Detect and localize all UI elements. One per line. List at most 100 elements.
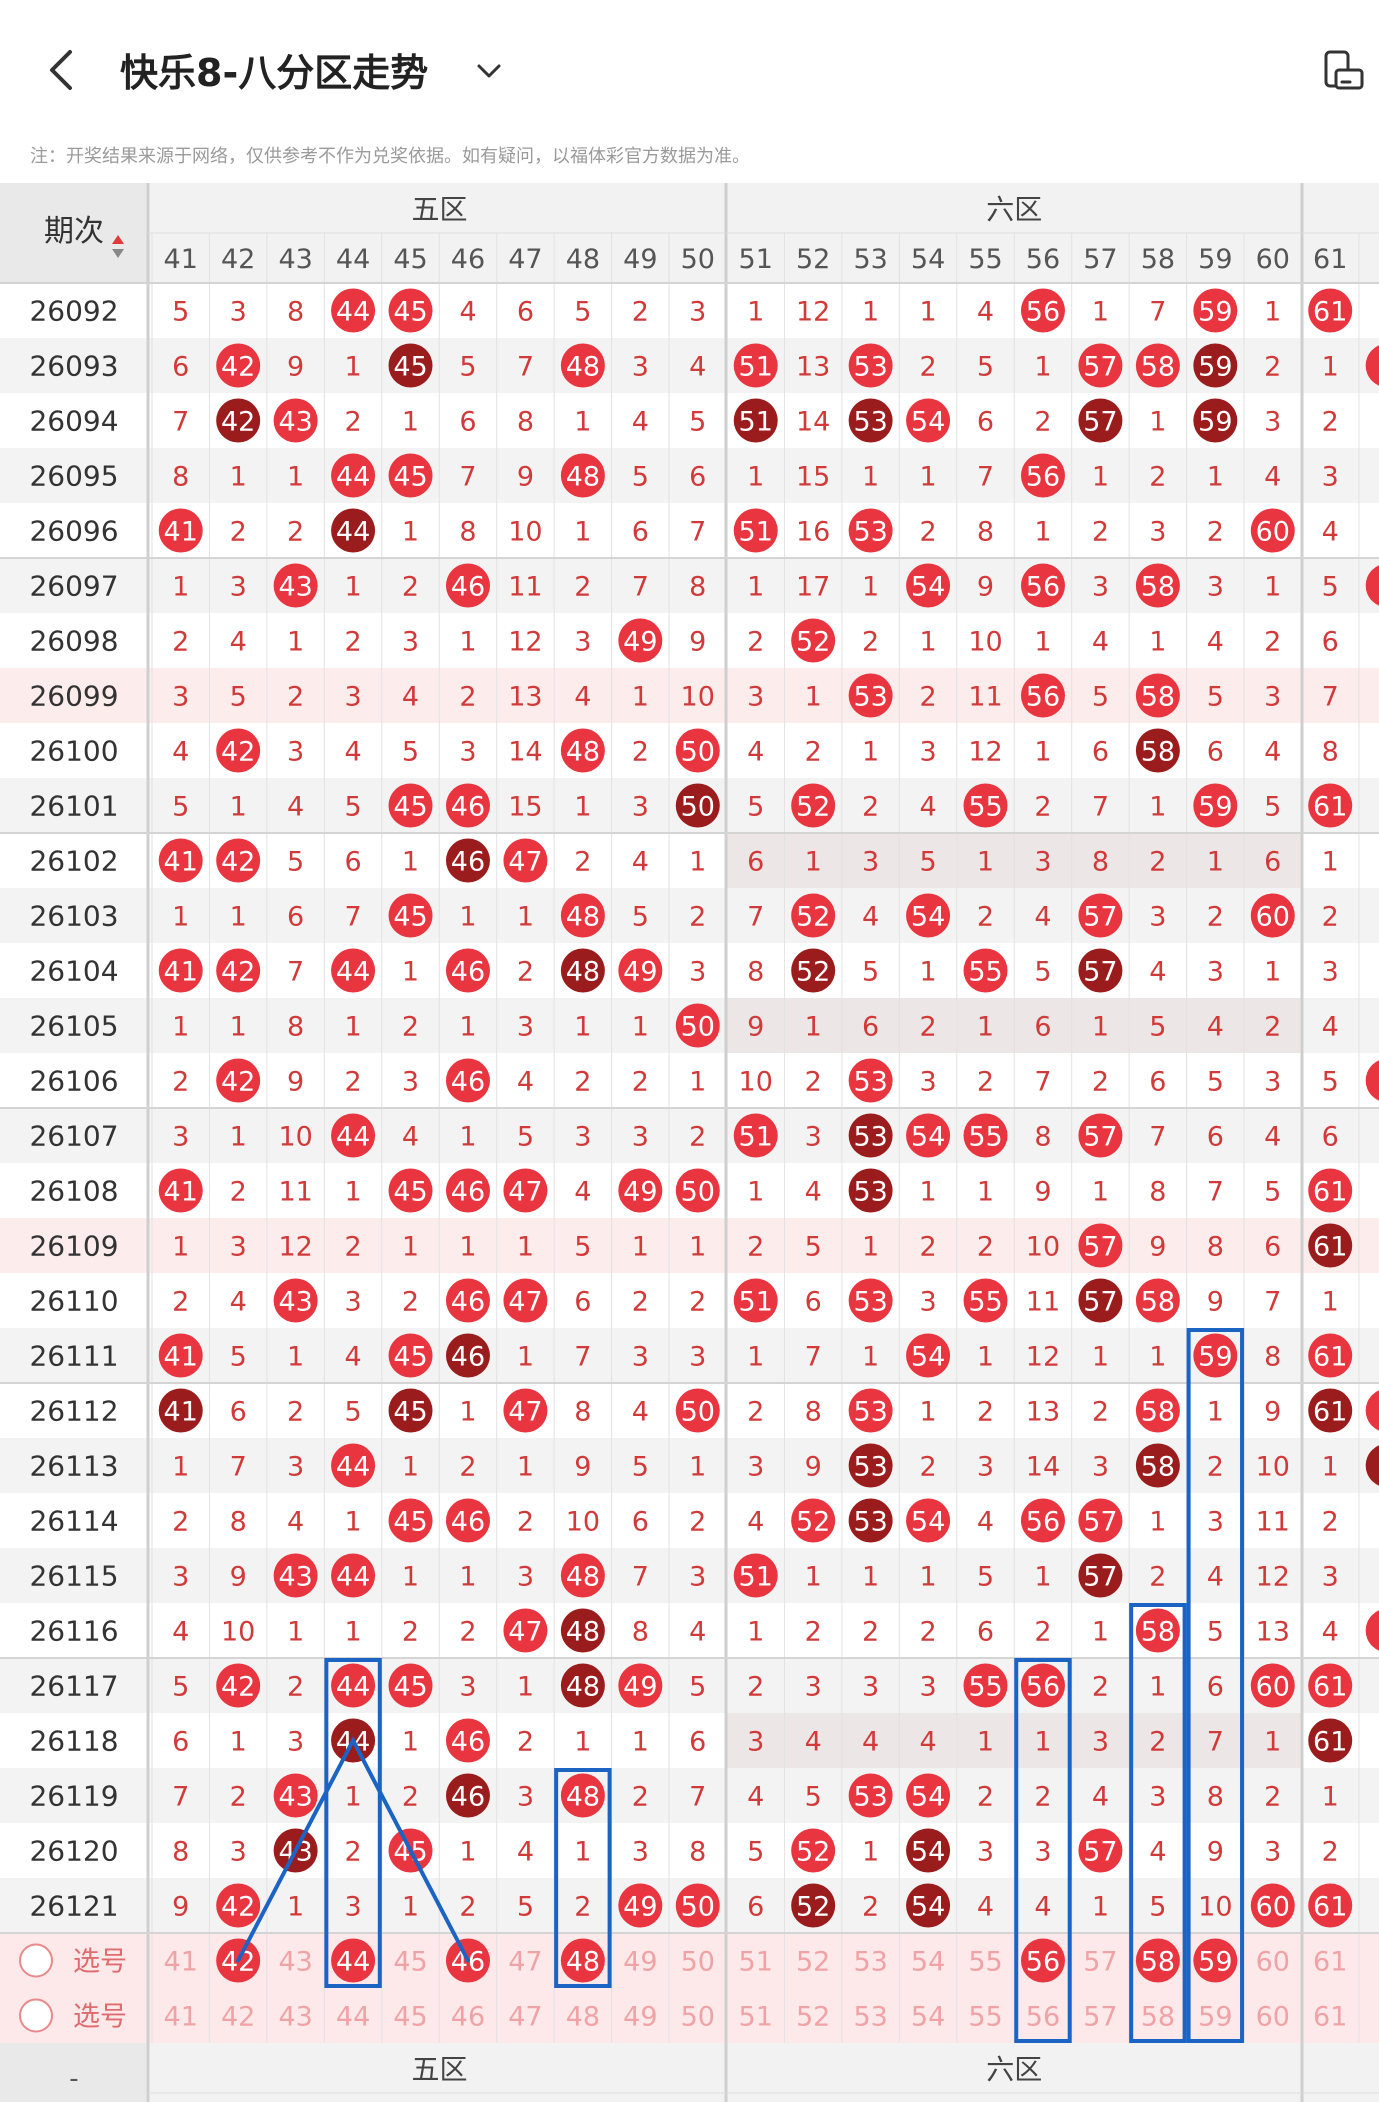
repeat-draw-ball (906, 1828, 951, 1873)
select-number[interactable]: 49 (623, 1947, 657, 1978)
select-number[interactable]: 43 (278, 2002, 312, 2033)
select-number[interactable]: 55 (968, 2002, 1002, 2033)
missing-count: 7 (1207, 1727, 1224, 1758)
select-number[interactable]: 59 (1198, 1947, 1232, 1978)
ball-number: 53 (853, 1507, 887, 1538)
ball-number: 44 (336, 1672, 370, 1703)
column-number: 51 (739, 244, 773, 275)
select-number[interactable]: 49 (623, 2002, 657, 2033)
select-row-label[interactable]: 选号 (73, 1947, 127, 1978)
missing-count: 2 (517, 1507, 534, 1538)
missing-count: 16 (796, 517, 830, 548)
missing-count: 6 (977, 1617, 994, 1648)
draw-ball (560, 1773, 605, 1818)
draw-ball (675, 1003, 720, 1048)
rotate-screen-button[interactable] (1320, 48, 1366, 94)
title-dropdown-button[interactable] (474, 50, 504, 90)
missing-count: 14 (508, 737, 542, 768)
select-number[interactable]: 57 (1083, 2002, 1117, 2033)
select-number[interactable]: 47 (508, 1947, 542, 1978)
select-number[interactable]: 48 (566, 1947, 600, 1978)
select-number[interactable]: 52 (796, 1947, 830, 1978)
ball-number: 44 (336, 1562, 370, 1593)
missing-count: 1 (1149, 627, 1166, 658)
missing-count: 8 (977, 517, 994, 548)
missing-count: 5 (1322, 1067, 1339, 1098)
ball-number: 44 (336, 1452, 370, 1483)
period-number: 26121 (29, 1890, 118, 1923)
select-number[interactable]: 50 (681, 1947, 715, 1978)
select-number[interactable]: 47 (508, 2002, 542, 2033)
select-number[interactable]: 51 (739, 2002, 773, 2033)
select-number[interactable]: 41 (164, 1947, 198, 1978)
sort-arrows-icon[interactable] (112, 235, 124, 258)
missing-count: 3 (919, 1672, 936, 1703)
selected-number-ball[interactable] (560, 1938, 605, 1983)
column-number: 59 (1198, 244, 1232, 275)
select-number[interactable]: 60 (1256, 1947, 1290, 1978)
draw-ball (848, 508, 893, 553)
back-button[interactable] (42, 44, 82, 96)
draw-ball (216, 1883, 261, 1928)
select-number[interactable]: 55 (968, 1947, 1002, 1978)
missing-count: 1 (459, 1012, 476, 1043)
selected-number-ball[interactable] (331, 1938, 376, 1983)
select-number[interactable]: 57 (1083, 1947, 1117, 1978)
select-number[interactable]: 45 (393, 1947, 427, 1978)
select-number[interactable]: 56 (1026, 1947, 1060, 1978)
missing-count: 5 (747, 1837, 764, 1868)
select-number[interactable]: 46 (451, 2002, 485, 2033)
missing-count: 7 (574, 1342, 591, 1373)
select-number[interactable]: 54 (911, 2002, 945, 2033)
missing-count: 3 (1264, 1067, 1281, 1098)
missing-count: 10 (681, 682, 715, 713)
missing-count: 2 (1322, 407, 1339, 438)
select-number[interactable]: 54 (911, 1947, 945, 1978)
missing-count: 3 (1034, 1837, 1051, 1868)
select-number[interactable]: 48 (566, 2002, 600, 2033)
ball-number: 46 (451, 572, 485, 603)
missing-count: 4 (747, 737, 764, 768)
select-number[interactable]: 56 (1026, 2002, 1060, 2033)
select-number[interactable]: 58 (1141, 2002, 1175, 2033)
select-number[interactable]: 42 (221, 2002, 255, 2033)
zone-label: 六区 (986, 193, 1042, 226)
draw-ball (618, 618, 663, 663)
select-number[interactable]: 52 (796, 2002, 830, 2033)
selected-number-ball[interactable] (1135, 1938, 1180, 1983)
missing-count: 6 (459, 407, 476, 438)
radio-circle-icon[interactable] (19, 1943, 53, 1978)
missing-count: 8 (1092, 847, 1109, 878)
missing-count: 1 (1322, 1287, 1339, 1318)
draw-ball (906, 1498, 951, 1543)
selected-number-ball[interactable] (1193, 1938, 1238, 1983)
select-number[interactable]: 44 (336, 2002, 370, 2033)
select-row-label[interactable]: 选号 (73, 2002, 127, 2033)
missing-count: 10 (1026, 1232, 1060, 1263)
missing-count: 2 (862, 1892, 879, 1923)
select-number[interactable]: 44 (336, 1947, 370, 1978)
select-number[interactable]: 59 (1198, 2002, 1232, 2033)
ball-number: 42 (221, 407, 255, 438)
select-number[interactable]: 50 (681, 2002, 715, 2033)
ball-number: 61 (1313, 792, 1347, 823)
select-number[interactable]: 53 (853, 2002, 887, 2033)
missing-count: 1 (459, 1232, 476, 1263)
ball-number: 41 (164, 847, 198, 878)
period-number: 26120 (29, 1835, 118, 1868)
selected-number-ball[interactable] (1020, 1938, 1065, 1983)
radio-circle-icon[interactable] (19, 1998, 53, 2033)
select-number[interactable]: 58 (1141, 1947, 1175, 1978)
select-number[interactable]: 41 (164, 2002, 198, 2033)
missing-count: 1 (689, 1452, 706, 1483)
select-number[interactable]: 61 (1313, 2002, 1347, 2033)
select-number[interactable]: 53 (853, 1947, 887, 1978)
missing-count: 2 (747, 1672, 764, 1703)
select-number[interactable]: 45 (393, 2002, 427, 2033)
missing-count: 5 (1322, 572, 1339, 603)
select-number[interactable]: 51 (739, 1947, 773, 1978)
select-number[interactable]: 61 (1313, 1947, 1347, 1978)
select-number[interactable]: 43 (278, 1947, 312, 1978)
missing-count: 3 (459, 737, 476, 768)
select-number[interactable]: 60 (1256, 2002, 1290, 2033)
